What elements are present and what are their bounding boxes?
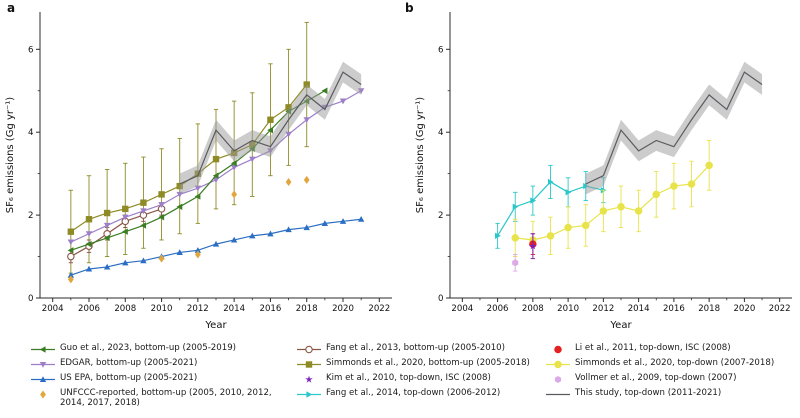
legend-item: Simmonds et al., 2020, bottom-up (2005-2…	[296, 358, 538, 370]
legend-label: Simmonds et al., 2020, top-down (2007-20…	[575, 358, 775, 368]
legend-label: Guo et al., 2023, bottom-up (2005-2019)	[60, 343, 237, 353]
svg-text:2012: 2012	[592, 304, 614, 314]
panel-a-chart: 2004 2006 2008 2010 2012 2014 2016 2018 2020 2022…	[5, 12, 392, 331]
panel-a-label: a	[7, 1, 16, 15]
svg-text:0: 0	[28, 294, 33, 304]
legend-item: Fang et al., 2013, bottom-up (2005-2010)	[296, 343, 538, 355]
svg-text:4: 4	[438, 128, 443, 138]
svg-text:2006: 2006	[487, 304, 509, 314]
legend-label: This study, top-down (2011-2021)	[575, 388, 722, 398]
legend-label: Li et al., 2011, top-down, ISC (2008)	[575, 343, 731, 353]
legend-label: UNFCCC-reported, bottom-up (2005, 2010, …	[60, 388, 272, 409]
svg-text:2008: 2008	[114, 304, 136, 314]
legend-item: Simmonds et al., 2020, top-down (2007-20…	[545, 358, 795, 370]
svg-text:4: 4	[28, 128, 33, 138]
svg-text:2016: 2016	[259, 304, 281, 314]
svg-text:2004: 2004	[42, 304, 64, 314]
svg-text:Year: Year	[204, 320, 227, 331]
legend-label: Vollmer et al., 2009, top-down (2007)	[575, 373, 737, 383]
panel-b-label: b	[405, 1, 414, 15]
svg-text:2018: 2018	[296, 304, 318, 314]
legend-item: Vollmer et al., 2009, top-down (2007)	[545, 373, 795, 385]
svg-text:2012: 2012	[187, 304, 209, 314]
legend-item: UNFCCC-reported, bottom-up (2005, 2010, …	[30, 388, 280, 409]
legend-column-2: Fang et al., 2013, bottom-up (2005-2010)…	[296, 343, 538, 403]
svg-text:6: 6	[438, 45, 443, 55]
triangle-left-legend-icon	[31, 346, 55, 353]
svg-text:2020: 2020	[332, 304, 354, 314]
legend-item: EDGAR, bottom-up (2005-2021)	[30, 358, 280, 370]
svg-text:2: 2	[438, 211, 443, 221]
svg-text:2014: 2014	[628, 304, 650, 314]
legend: Guo et al., 2023, bottom-up (2005-2019) E…	[0, 336, 800, 418]
line-legend-icon	[546, 393, 570, 396]
svg-text:2010: 2010	[151, 304, 173, 314]
legend-label: Kim et al., 2010, top-down, ISC (2008)	[326, 373, 491, 383]
legend-item: Guo et al., 2023, bottom-up (2005-2019)	[30, 343, 280, 355]
legend-item: US EPA, bottom-up (2005-2021)	[30, 373, 280, 385]
circle-legend-icon	[546, 360, 570, 369]
star-legend-icon	[305, 375, 313, 383]
diamond-legend-icon	[40, 390, 46, 399]
svg-text:Year: Year	[609, 320, 632, 331]
circle-open-legend-icon	[297, 345, 321, 354]
hexagon-legend-icon	[554, 375, 562, 384]
svg-text:2022: 2022	[368, 304, 390, 314]
svg-text:2006: 2006	[78, 304, 100, 314]
legend-item: This study, top-down (2011-2021)	[545, 388, 795, 400]
triangle-right-legend-icon	[297, 391, 321, 398]
triangle-down-legend-icon	[31, 361, 55, 368]
legend-label: Simmonds et al., 2020, bottom-up (2005-2…	[326, 358, 530, 368]
legend-column-3: Li et al., 2011, top-down, ISC (2008) Sim…	[545, 343, 795, 403]
svg-text:2010: 2010	[557, 304, 579, 314]
legend-item: Fang et al., 2014, top-down (2006-2012)	[296, 388, 538, 400]
square-legend-icon	[297, 361, 321, 368]
svg-text:2014: 2014	[223, 304, 245, 314]
svg-text:6: 6	[28, 45, 33, 55]
svg-text:2022: 2022	[769, 304, 791, 314]
svg-text:2020: 2020	[733, 304, 755, 314]
svg-text:2018: 2018	[698, 304, 720, 314]
legend-label: US EPA, bottom-up (2005-2021)	[60, 373, 198, 383]
legend-column-1: Guo et al., 2023, bottom-up (2005-2019) E…	[30, 343, 280, 412]
triangle-up-legend-icon	[31, 376, 55, 383]
legend-label: Fang et al., 2014, top-down (2006-2012)	[326, 388, 501, 398]
svg-text:SF₆ emissions (Gg yr⁻¹): SF₆ emissions (Gg yr⁻¹)	[415, 97, 426, 213]
legend-label: EDGAR, bottom-up (2005-2021)	[60, 358, 198, 368]
circle-legend-icon	[554, 345, 562, 354]
legend-item: Li et al., 2011, top-down, ISC (2008)	[545, 343, 795, 355]
svg-text:2008: 2008	[522, 304, 544, 314]
legend-item: Kim et al., 2010, top-down, ISC (2008)	[296, 373, 538, 385]
svg-text:0: 0	[438, 294, 443, 304]
panel-b-chart: 2004 2006 2008 2010 2012 2014 2016 2018 2020 2022…	[415, 12, 792, 331]
svg-text:2: 2	[28, 211, 33, 221]
svg-text:2004: 2004	[451, 304, 473, 314]
svg-text:2016: 2016	[663, 304, 685, 314]
svg-text:SF₆ emissions (Gg yr⁻¹): SF₆ emissions (Gg yr⁻¹)	[5, 97, 16, 213]
legend-label: Fang et al., 2013, bottom-up (2005-2010)	[326, 343, 505, 353]
